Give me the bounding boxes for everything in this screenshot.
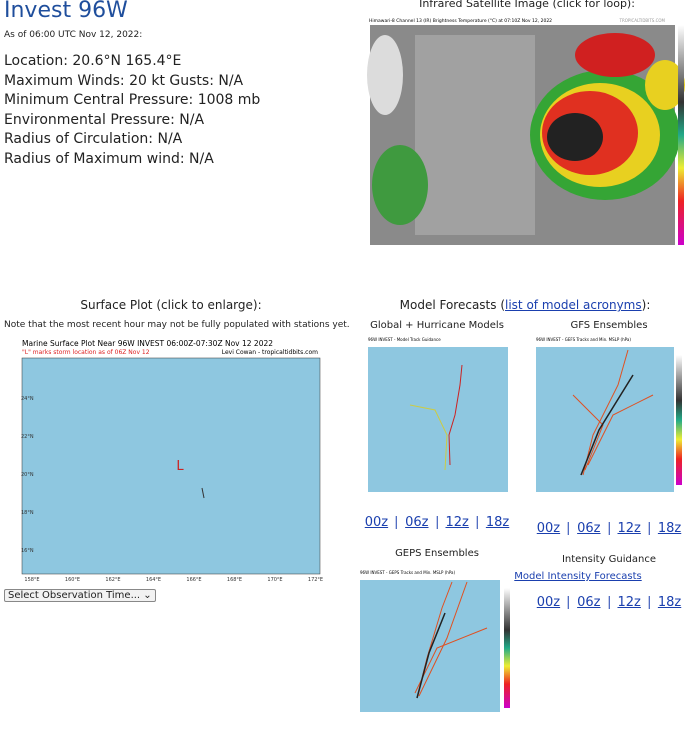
lon-label: 168°E: [227, 577, 242, 583]
geps-image[interactable]: 96W INVEST - GEPS Tracks and Min. MSLP (…: [357, 568, 517, 718]
gfs-image-title: 96W INVEST - GEFS Tracks and Min. MSLP (…: [536, 337, 631, 342]
global-image-title: 96W INVEST - Model Track Guidance: [368, 337, 441, 342]
models-heading-end: ):: [641, 298, 651, 312]
geps-title: GEPS Ensembles: [395, 548, 479, 559]
title: Invest 96W: [4, 0, 128, 23]
detail-line: Radius of Circulation: N/A: [4, 131, 183, 147]
detail-line: Radius of Maximum wind: N/A: [4, 150, 214, 167]
gfs-title: GFS Ensembles: [570, 320, 648, 331]
run-link[interactable]: 06z: [568, 522, 608, 535]
intensity-title: Intensity Guidance: [561, 554, 657, 565]
intensity-link[interactable]: Model Intensity Forecasts: [514, 571, 642, 582]
surface-note: Note that the most recent hour may not b…: [4, 320, 350, 330]
intensity-runs: 00z 06z 12z 18z: [529, 591, 690, 610]
satellite-credit: TROPICALTIDBITS.COM: [619, 18, 666, 23]
global-image[interactable]: 96W INVEST - Model Track Guidance: [365, 335, 511, 501]
surface-plot[interactable]: Marine Surface Plot Near 96W INVEST 06:0…: [18, 338, 324, 588]
run-link[interactable]: 12z: [436, 516, 477, 529]
surface-heading: Surface Plot (click to enlarge):: [80, 298, 262, 312]
satellite-image[interactable]: Himawari-8 Channel 13 (IR) Brightness Te…: [365, 15, 691, 251]
lon-label: 170°E: [267, 577, 282, 583]
lon-label: 172°E: [308, 577, 323, 583]
detail-line: Environmental Pressure: N/A: [4, 111, 205, 128]
gfs-runs: 00z 06z 12z 18z: [529, 517, 690, 536]
run-link[interactable]: 18z: [648, 522, 689, 535]
lat-label: 24°N: [21, 396, 34, 402]
geps-image-title: 96W INVEST - GEPS Tracks and Min. MSLP (…: [360, 570, 456, 575]
run-link[interactable]: 18z: [648, 596, 689, 609]
observation-select[interactable]: Select Observation Time... ⌄: [4, 589, 156, 602]
surface-plot-subtitle: "L" marks storm location as of 06Z Nov 1…: [22, 349, 150, 356]
station-barb: [201, 487, 205, 499]
storm-marker: L: [176, 459, 184, 474]
lon-label: 164°E: [146, 577, 161, 583]
lon-label: 162°E: [105, 577, 120, 583]
models-heading: Model Forecasts (list of model acronyms)…: [400, 298, 651, 312]
lat-label: 16°N: [21, 548, 34, 554]
lon-label: 166°E: [186, 577, 201, 583]
select-text: Select Observation Time...: [8, 590, 141, 601]
details: Location: 20.6°N 165.4°E Maximum Winds: 2…: [4, 52, 260, 169]
lon-label: 158°E: [24, 577, 39, 583]
surface-plot-title: Marine Surface Plot Near 96W INVEST 06:0…: [22, 339, 273, 348]
acronyms-link[interactable]: list of model acronyms: [505, 298, 642, 312]
lat-label: 22°N: [21, 434, 34, 440]
run-link[interactable]: 00z: [364, 515, 389, 530]
run-link[interactable]: 06z: [568, 596, 608, 609]
run-link[interactable]: 12z: [608, 522, 649, 535]
satellite-caption: Himawari-8 Channel 13 (IR) Brightness Te…: [369, 18, 552, 24]
as-of: As of 06:00 UTC Nov 12, 2022:: [4, 30, 143, 40]
lon-label: 160°E: [65, 577, 80, 583]
global-runs: 00z 06z 12z 18z: [357, 511, 518, 530]
global-title: Global + Hurricane Models: [370, 320, 504, 331]
run-link[interactable]: 06z: [396, 516, 436, 529]
detail-line: Location: 20.6°N 165.4°E: [4, 53, 182, 69]
run-link[interactable]: 18z: [476, 516, 517, 529]
run-link[interactable]: 12z: [608, 596, 649, 609]
gfs-image[interactable]: 96W INVEST - GEFS Tracks and Min. MSLP (…: [533, 335, 688, 497]
run-link[interactable]: 00z: [536, 595, 561, 610]
lat-label: 18°N: [21, 510, 34, 516]
run-link[interactable]: 00z: [536, 521, 561, 536]
detail-line: Minimum Central Pressure: 1008 mb: [4, 92, 261, 108]
lat-label: 20°N: [21, 472, 34, 478]
detail-line: Maximum Winds: 20 kt Gusts: N/A: [4, 72, 244, 89]
surface-credit: Levi Cowan - tropicaltidbits.com: [222, 349, 318, 356]
models-heading-text: Model Forecasts (: [399, 298, 506, 312]
satellite-heading: Infrared Satellite Image (click for loop…: [419, 0, 635, 10]
